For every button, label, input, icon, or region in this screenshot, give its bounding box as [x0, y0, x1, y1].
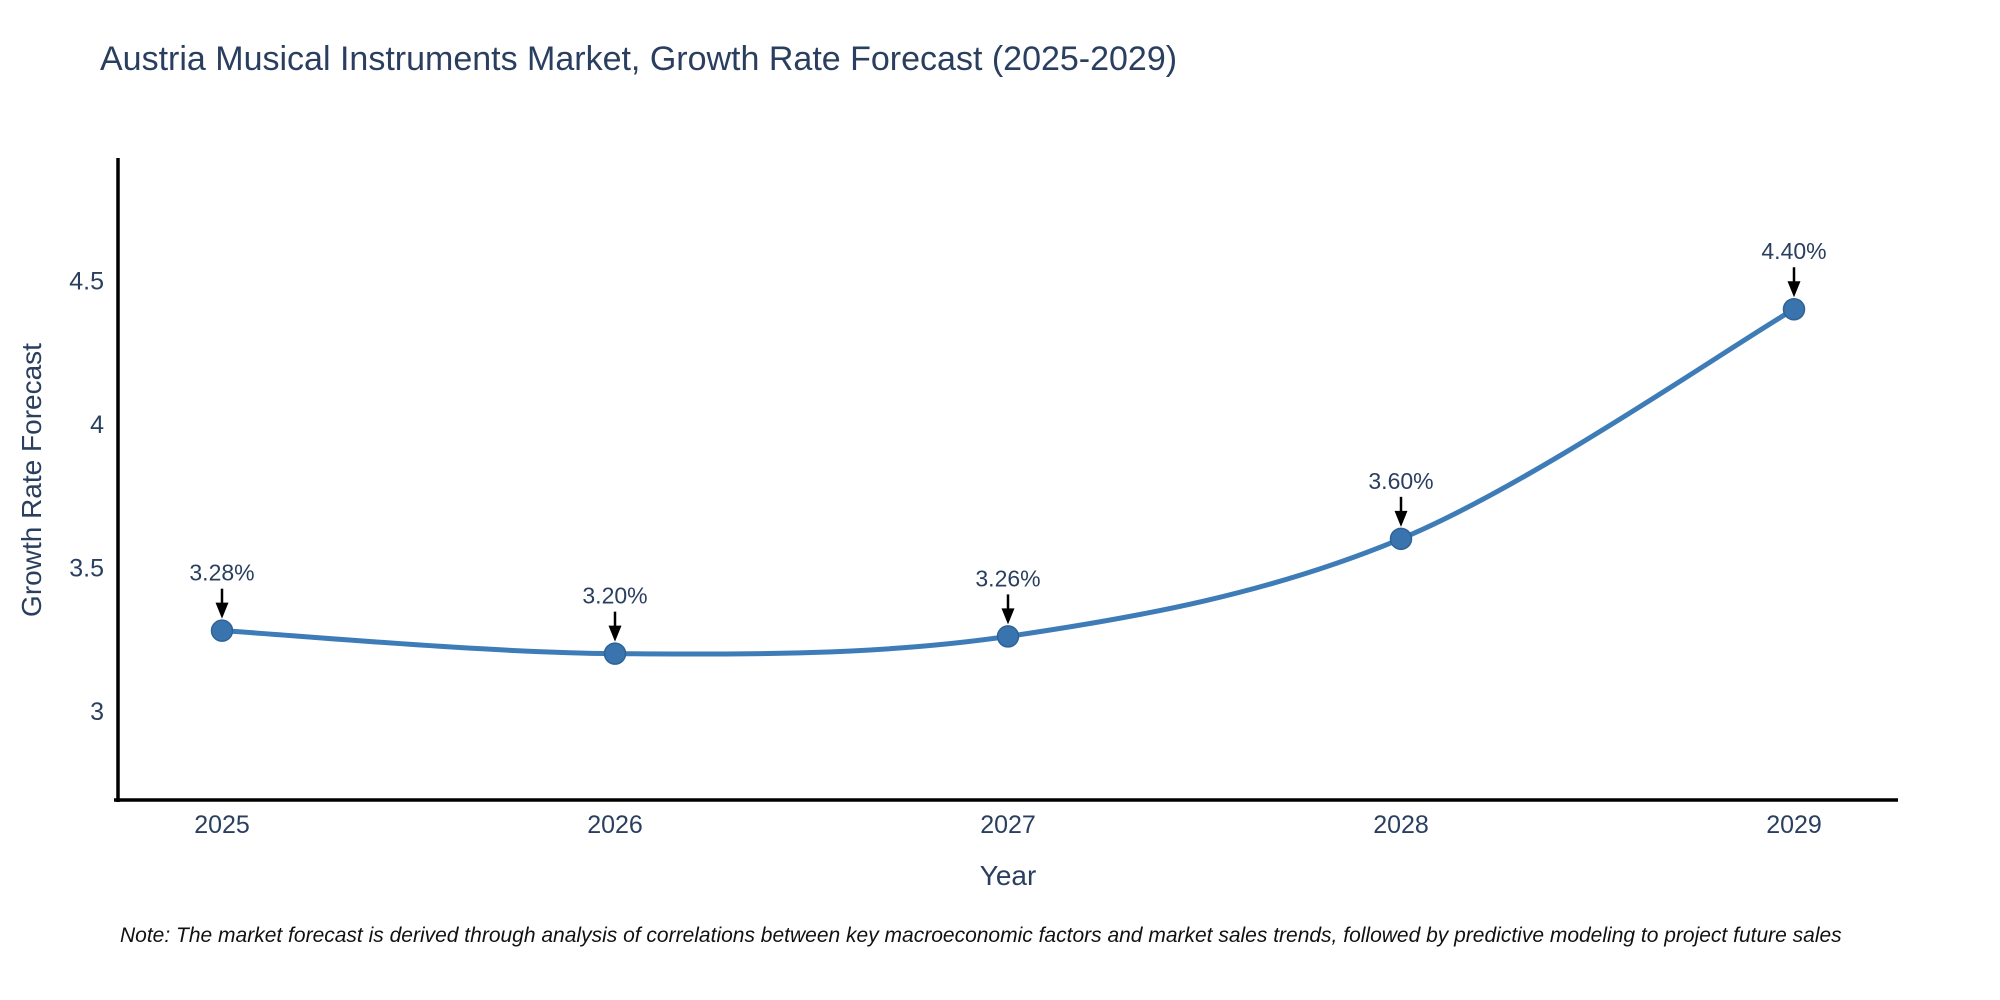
y-tick-label: 3 [90, 698, 104, 726]
footnote: Note: The market forecast is derived thr… [120, 924, 1842, 947]
annotation-arrowhead [1394, 510, 1408, 527]
x-tick-label: 2028 [1373, 811, 1429, 839]
annotation-label: 3.20% [582, 583, 647, 609]
data-point-marker [996, 625, 1020, 648]
x-axis-title: Year [979, 860, 1037, 891]
annotation-arrowhead [1787, 281, 1801, 298]
y-tick-label: 4.5 [69, 268, 104, 296]
annotation-arrowhead [215, 602, 229, 619]
y-tick-label: 4 [90, 411, 104, 439]
annotation-arrowhead [1001, 608, 1015, 625]
data-point-marker [1782, 297, 1806, 321]
x-tick-label: 2026 [587, 811, 643, 839]
annotation-arrowhead [608, 625, 622, 642]
annotation-label: 4.40% [1761, 238, 1826, 264]
data-point-marker [1389, 527, 1413, 551]
x-tick-label: 2027 [980, 811, 1036, 839]
chart-title: Austria Musical Instruments Market, Grow… [100, 40, 1178, 78]
x-tick-label: 2029 [1766, 811, 1822, 839]
data-point-marker [210, 619, 234, 642]
y-tick-label: 3.5 [69, 555, 104, 583]
annotation-label: 3.26% [975, 565, 1040, 591]
annotation-label: 3.60% [1368, 468, 1433, 494]
x-tick-label: 2025 [194, 811, 250, 839]
data-point-marker [603, 642, 627, 665]
annotation-label: 3.28% [189, 560, 254, 586]
